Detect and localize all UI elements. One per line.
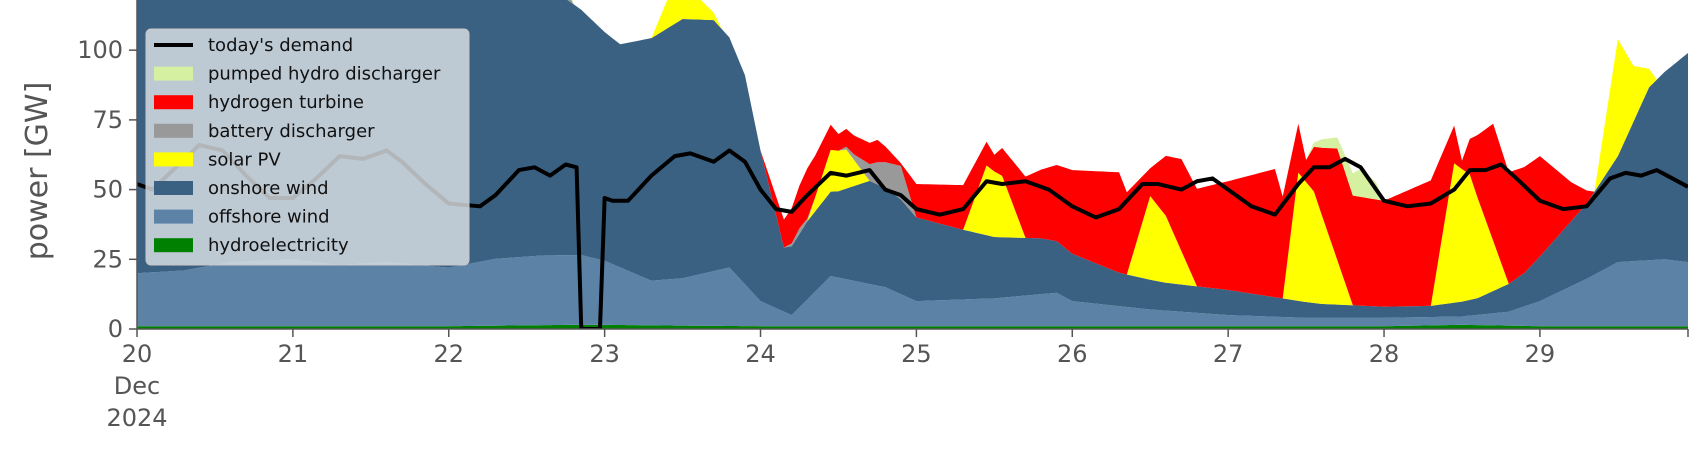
legend-label-hydroelectricity: hydroelectricity bbox=[208, 235, 349, 256]
legend-label-battery-discharger: battery discharger bbox=[208, 121, 375, 142]
x-tick-label: 21 bbox=[278, 340, 309, 368]
y-axis-label: power [GW] bbox=[20, 82, 55, 261]
area-hydroelectricity bbox=[137, 324, 1688, 329]
legend-swatch-battery-discharger bbox=[154, 123, 193, 138]
y-tick-label: 50 bbox=[92, 176, 123, 204]
x-tick-label: 20 Dec 2024 bbox=[106, 340, 167, 432]
legend-label-today-s-demand: today's demand bbox=[208, 35, 353, 56]
x-tick-label: 28 bbox=[1369, 340, 1400, 368]
legend-swatch-pumped-hydro-discharger bbox=[154, 66, 193, 81]
legend-label-offshore-wind: offshore wind bbox=[208, 207, 330, 228]
area-onshore-wind bbox=[137, 0, 1688, 318]
x-axis-ticks: 20 Dec 2024 21 22 23 24 25 26 27 28 29 bbox=[106, 329, 1689, 432]
legend-swatch-solar-pv bbox=[154, 152, 193, 167]
y-tick-label: 75 bbox=[92, 106, 123, 134]
legend-label-solar-pv: solar PV bbox=[208, 149, 281, 170]
legend-box bbox=[145, 28, 470, 266]
area-hydrogen-turbine bbox=[571, 0, 1688, 307]
y-tick-label: 100 bbox=[77, 36, 123, 64]
area-offshore-wind bbox=[137, 255, 1688, 327]
y-tick-label: 25 bbox=[92, 245, 123, 273]
legend-swatch-hydrogen-turbine bbox=[154, 95, 193, 110]
legend-items: today's demand pumped hydro discharger hyd… bbox=[154, 35, 441, 256]
x-tick-label: 26 bbox=[1057, 340, 1088, 368]
legend: today's demand pumped hydro discharger hyd… bbox=[145, 28, 470, 266]
legend-label-pumped-hydro-discharger: pumped hydro discharger bbox=[208, 64, 441, 85]
x-tick-label: 22 bbox=[433, 340, 464, 368]
y-axis-ticks: 0 25 50 75 100 bbox=[77, 36, 137, 343]
x-tick-label: 23 bbox=[589, 340, 620, 368]
legend-swatch-offshore-wind bbox=[154, 209, 193, 224]
legend-label-onshore-wind: onshore wind bbox=[208, 178, 329, 199]
x-tick-label: 25 bbox=[901, 340, 932, 368]
legend-label-hydrogen-turbine: hydrogen turbine bbox=[208, 92, 364, 113]
x-tick-label: 24 bbox=[745, 340, 776, 368]
stacked-area-layer bbox=[137, 0, 1688, 329]
legend-swatch-hydroelectricity bbox=[154, 238, 193, 253]
axes: 20 Dec 2024 21 22 23 24 25 26 27 28 29 0 25 50 75 100 p… bbox=[20, 0, 1689, 432]
legend-swatch-onshore-wind bbox=[154, 181, 193, 195]
y-tick-label: 0 bbox=[108, 315, 123, 343]
x-tick-label: 27 bbox=[1213, 340, 1244, 368]
x-tick-label: 29 bbox=[1525, 340, 1556, 368]
